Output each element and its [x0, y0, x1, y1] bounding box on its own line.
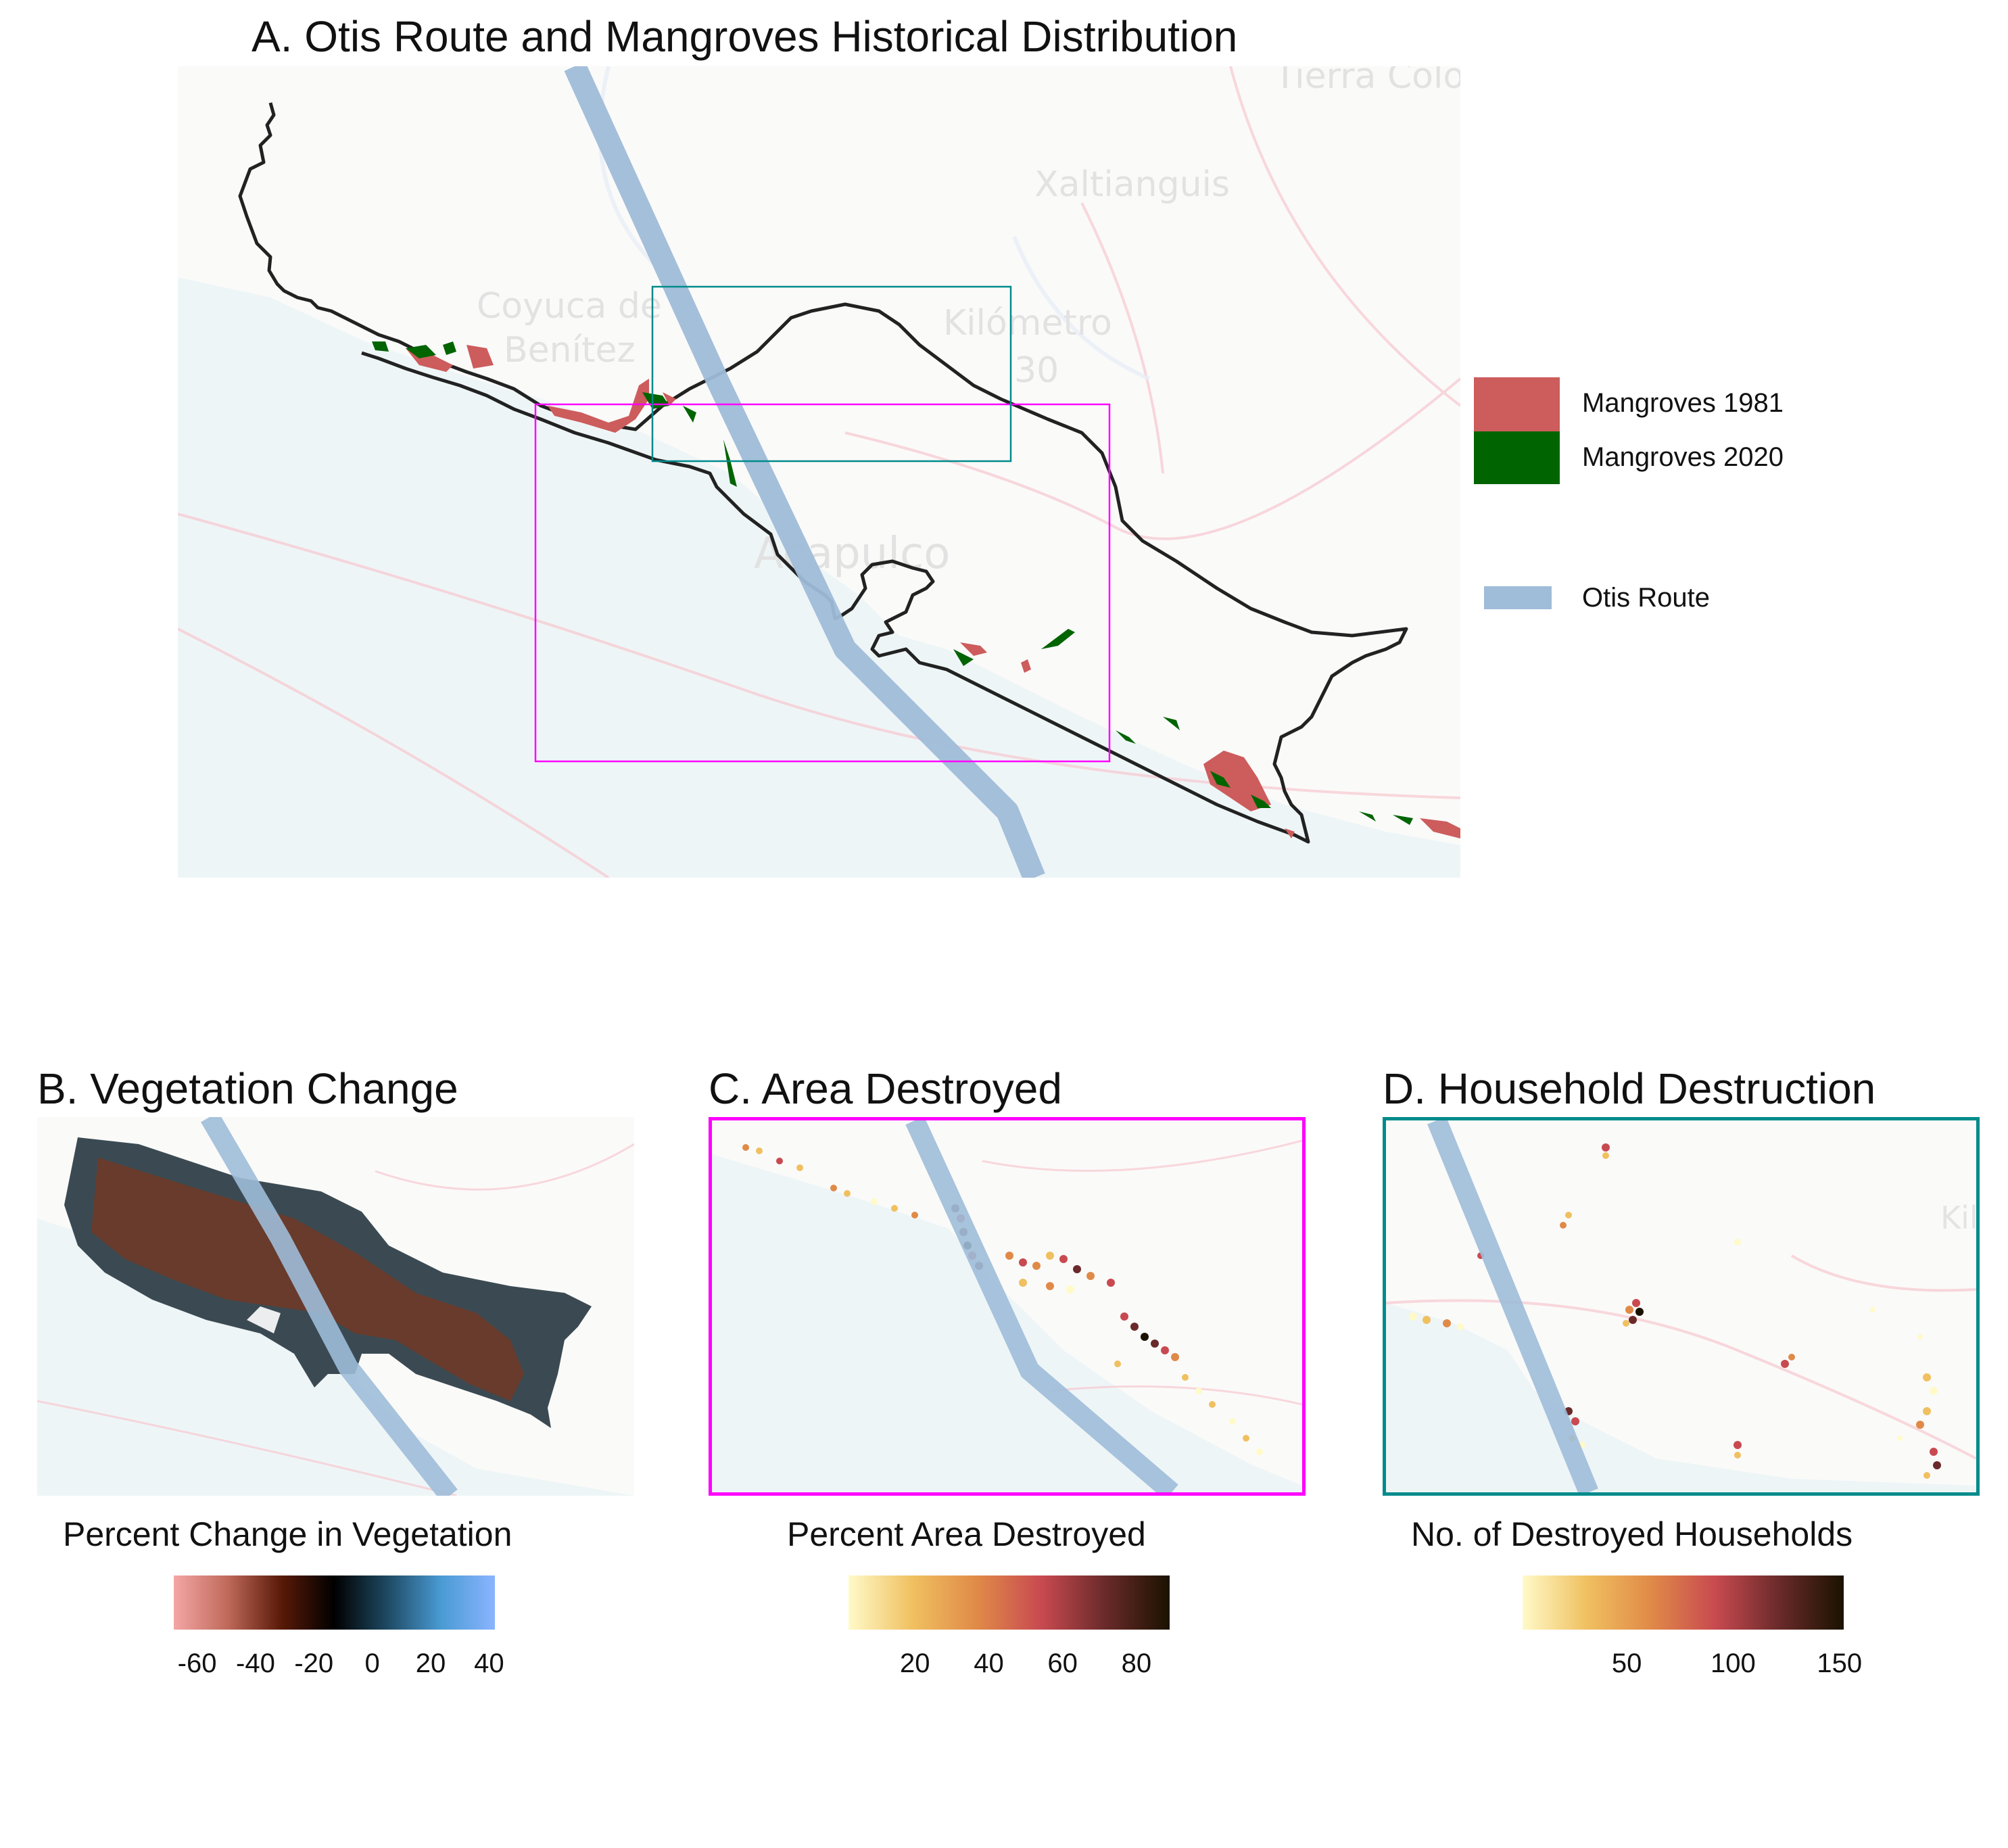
legend-swatch-mangroves-2020: [1474, 431, 1560, 484]
colorbar-c: [848, 1575, 1170, 1630]
colorbar-tick-label: 60: [1047, 1649, 1078, 1678]
legend-swatch-otis-route: [1484, 586, 1552, 609]
colorbar-tick-label: 20: [415, 1649, 446, 1678]
legend-swatch-mangroves-1981: [1474, 377, 1560, 431]
basemap-label: Kilómetro: [943, 303, 1112, 343]
basemap-label: Tierra Colo: [1274, 66, 1460, 97]
inset-box-household-destruction[interactable]: [651, 285, 1012, 463]
panel-b-map[interactable]: [37, 1117, 634, 1496]
colorbar-tick-label: 80: [1121, 1649, 1152, 1678]
otis-route-line: [905, 1120, 1178, 1492]
legend-label-otis-route: Otis Route: [1582, 583, 1710, 613]
colorbar-d-title: No. of Destroyed Households: [1411, 1515, 1853, 1553]
colorbar-b-title: Percent Change in Vegetation: [63, 1515, 512, 1553]
mangroves-2020: [372, 341, 1413, 825]
otis-route-line: [1427, 1120, 1598, 1492]
panel-d-title: D. Household Destruction: [1383, 1064, 1876, 1113]
panel-a-map[interactable]: Tierra Colo Xaltianguis Coyuca de Beníte…: [178, 66, 1460, 878]
area-destroyed-hexes: [742, 1144, 1263, 1455]
colorbar-tick-label: 40: [974, 1649, 1004, 1678]
panel-a-title: A. Otis Route and Mangroves Historical D…: [252, 12, 1238, 61]
basemap-label: Benítez: [504, 330, 636, 371]
colorbar-tick-label: -40: [236, 1649, 275, 1678]
colorbar-tick-label: 100: [1711, 1649, 1756, 1678]
basemap-label: Xaltianguis: [1034, 164, 1230, 205]
colorbar-tick-label: 50: [1611, 1649, 1642, 1678]
panel-c-map-svg: [712, 1120, 1302, 1492]
panel-b-title: B. Vegetation Change: [37, 1064, 458, 1113]
colorbar-tick-label: 150: [1817, 1649, 1863, 1678]
colorbar-tick-label: 0: [364, 1649, 380, 1678]
basemap-labels: Tierra Colo Xaltianguis Coyuca de Beníte…: [477, 66, 1460, 579]
colorbar-tick-label: -60: [177, 1649, 217, 1678]
panel-c-title: C. Area Destroyed: [709, 1064, 1062, 1113]
panel-d-map-svg: Kilómetro: [1386, 1120, 1976, 1492]
vegetation-water-gap: [247, 1306, 281, 1333]
panel-d-map[interactable]: Kilómetro: [1383, 1117, 1980, 1496]
colorbar-tick-label: 40: [474, 1649, 504, 1678]
legend-label-mangroves-1981: Mangroves 1981: [1582, 388, 1784, 418]
colorbar-b: [174, 1575, 495, 1630]
otis-route-line: [201, 1117, 458, 1496]
inset-box-area-destroyed[interactable]: [534, 403, 1111, 763]
basemap-label: Coyuca de: [477, 286, 662, 327]
panel-b-map-svg: [37, 1117, 634, 1496]
colorbar-c-title: Percent Area Destroyed: [787, 1515, 1146, 1553]
colorbar-tick-label: 20: [900, 1649, 930, 1678]
panel-c-map[interactable]: [709, 1117, 1306, 1496]
basemap-labels: Kilómetro: [1940, 1200, 1976, 1236]
basemap-label: 30: [1014, 350, 1059, 391]
legend-label-mangroves-2020: Mangroves 2020: [1582, 442, 1784, 472]
colorbar-d: [1523, 1575, 1844, 1630]
colorbar-tick-label: -20: [294, 1649, 334, 1678]
basemap-label: Kilómetro: [1940, 1200, 1976, 1236]
household-destruction-hexes: [1409, 1143, 1941, 1479]
basemap-roads: [178, 66, 1460, 878]
otis-route-line: [564, 66, 1045, 878]
panel-a-map-svg: Tierra Colo Xaltianguis Coyuca de Beníte…: [178, 66, 1460, 878]
